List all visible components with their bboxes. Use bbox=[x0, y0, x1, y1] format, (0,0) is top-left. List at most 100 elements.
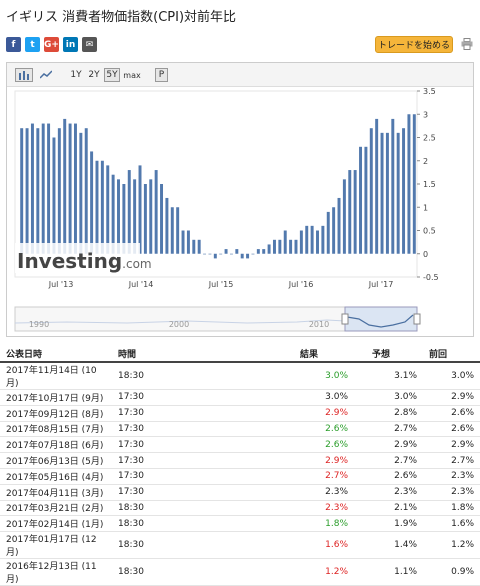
cpi-bar[interactable] bbox=[240, 253, 244, 259]
cpi-bar[interactable] bbox=[299, 230, 303, 254]
cpi-bar[interactable] bbox=[181, 230, 185, 254]
cpi-bar[interactable] bbox=[192, 239, 196, 254]
cpi-bar[interactable] bbox=[95, 160, 99, 254]
range-5y-button[interactable]: 5Y bbox=[104, 68, 120, 82]
cpi-bar[interactable] bbox=[364, 146, 368, 254]
cpi-bar[interactable] bbox=[359, 146, 363, 254]
cpi-bar[interactable] bbox=[165, 197, 169, 254]
previous-cell: 2.9% bbox=[423, 436, 480, 454]
cpi-bar[interactable] bbox=[57, 128, 61, 254]
cpi-bar[interactable] bbox=[375, 118, 379, 254]
cpi-bar[interactable] bbox=[100, 160, 104, 254]
cpi-bar[interactable] bbox=[369, 128, 373, 254]
cpi-bar[interactable] bbox=[332, 207, 336, 254]
cpi-bar[interactable] bbox=[143, 184, 147, 254]
cpi-bar[interactable] bbox=[278, 239, 282, 254]
cpi-bar[interactable] bbox=[385, 132, 389, 254]
cpi-bar[interactable] bbox=[283, 230, 287, 254]
navigator-handle[interactable] bbox=[413, 313, 421, 325]
cpi-bar[interactable] bbox=[267, 244, 271, 254]
cpi-bar[interactable] bbox=[36, 128, 40, 254]
cpi-bar[interactable] bbox=[63, 118, 67, 254]
cpi-bar[interactable] bbox=[224, 249, 228, 254]
column-previous[interactable]: 前回 bbox=[423, 345, 480, 363]
linkedin-icon[interactable]: in bbox=[63, 37, 78, 52]
cpi-bar[interactable] bbox=[203, 253, 207, 255]
cpi-bar[interactable] bbox=[229, 253, 233, 255]
cpi-bar[interactable] bbox=[256, 249, 260, 254]
start-trading-button[interactable]: トレードを始める bbox=[375, 36, 453, 53]
cpi-bar[interactable] bbox=[208, 253, 212, 255]
cpi-bar[interactable] bbox=[246, 253, 250, 259]
forecast-cell: 2.7% bbox=[366, 421, 423, 438]
cpi-bar[interactable] bbox=[30, 123, 34, 254]
column-actual[interactable]: 結果 bbox=[300, 345, 366, 363]
cpi-bar[interactable] bbox=[25, 128, 29, 254]
cpi-bar[interactable] bbox=[197, 239, 201, 254]
range-1y-button[interactable]: 1Y bbox=[70, 70, 82, 80]
cpi-bar[interactable] bbox=[391, 118, 395, 254]
cpi-bar[interactable] bbox=[289, 239, 293, 254]
cpi-bar[interactable] bbox=[348, 170, 352, 254]
forecast-cell: 1.9% bbox=[366, 515, 423, 533]
cpi-bar[interactable] bbox=[138, 165, 142, 254]
investing-logo: Investing.com bbox=[17, 249, 152, 273]
cpi-bar[interactable] bbox=[20, 128, 24, 254]
cpi-bar[interactable] bbox=[272, 239, 276, 254]
bar-chart-icon[interactable] bbox=[15, 68, 33, 82]
cpi-bar[interactable] bbox=[326, 211, 330, 254]
print-icon[interactable] bbox=[461, 38, 473, 50]
cpi-bar[interactable] bbox=[219, 253, 223, 255]
cpi-bar[interactable] bbox=[380, 132, 384, 254]
facebook-icon[interactable]: f bbox=[6, 37, 21, 52]
navigator-handle[interactable] bbox=[341, 313, 349, 325]
googleplus-icon[interactable]: G+ bbox=[44, 37, 59, 52]
column-date[interactable]: 公表日時 bbox=[0, 345, 112, 363]
cpi-bar[interactable] bbox=[251, 253, 255, 255]
cpi-bar[interactable] bbox=[149, 179, 153, 254]
twitter-icon[interactable]: t bbox=[25, 37, 40, 52]
cpi-bar[interactable] bbox=[117, 179, 120, 254]
cpi-bar[interactable] bbox=[47, 123, 51, 254]
cpi-bar[interactable] bbox=[321, 225, 325, 254]
cpi-bar[interactable] bbox=[84, 128, 88, 254]
column-time[interactable]: 時間 bbox=[112, 345, 300, 363]
cpi-bar[interactable] bbox=[133, 179, 137, 254]
cpi-bar[interactable] bbox=[342, 179, 346, 254]
cpi-bar[interactable] bbox=[90, 151, 94, 254]
cpi-bar[interactable] bbox=[396, 132, 400, 254]
cpi-bar[interactable] bbox=[402, 128, 406, 254]
cpi-bar[interactable] bbox=[294, 239, 298, 254]
cpi-bar[interactable] bbox=[170, 207, 174, 254]
cpi-bar[interactable] bbox=[337, 197, 341, 254]
cpi-bar[interactable] bbox=[353, 170, 357, 254]
cpi-bar[interactable] bbox=[127, 170, 131, 254]
cpi-bar[interactable] bbox=[160, 184, 164, 254]
cpi-bar[interactable] bbox=[111, 174, 115, 254]
cpi-bar[interactable] bbox=[316, 230, 319, 254]
cpi-bar[interactable] bbox=[52, 137, 56, 254]
cpi-bar[interactable] bbox=[41, 123, 45, 254]
column-forecast[interactable]: 予想 bbox=[366, 345, 423, 363]
cpi-bar[interactable] bbox=[412, 114, 416, 254]
email-icon[interactable]: ✉ bbox=[82, 37, 97, 52]
cpi-bar[interactable] bbox=[106, 165, 110, 254]
cpi-bar[interactable] bbox=[122, 184, 126, 254]
date-cell: 2017年09月12日 (8月) bbox=[0, 405, 112, 422]
cpi-bar[interactable] bbox=[235, 249, 239, 254]
cpi-bar[interactable] bbox=[310, 225, 314, 254]
cpi-bar[interactable] bbox=[176, 207, 180, 254]
cpi-bar[interactable] bbox=[305, 225, 309, 254]
line-chart-icon[interactable] bbox=[37, 68, 55, 82]
cpi-bar[interactable] bbox=[154, 170, 158, 254]
range-max-button[interactable]: max bbox=[123, 70, 141, 80]
cpi-bar[interactable] bbox=[262, 249, 266, 254]
cpi-bar[interactable] bbox=[68, 123, 72, 254]
cpi-bar[interactable] bbox=[407, 114, 411, 254]
cpi-bar[interactable] bbox=[213, 253, 217, 259]
cpi-bar[interactable] bbox=[73, 123, 77, 254]
range-2y-button[interactable]: 2Y bbox=[88, 70, 100, 80]
p-button[interactable]: P bbox=[155, 68, 168, 82]
cpi-bar[interactable] bbox=[79, 132, 83, 254]
cpi-bar[interactable] bbox=[186, 230, 190, 254]
